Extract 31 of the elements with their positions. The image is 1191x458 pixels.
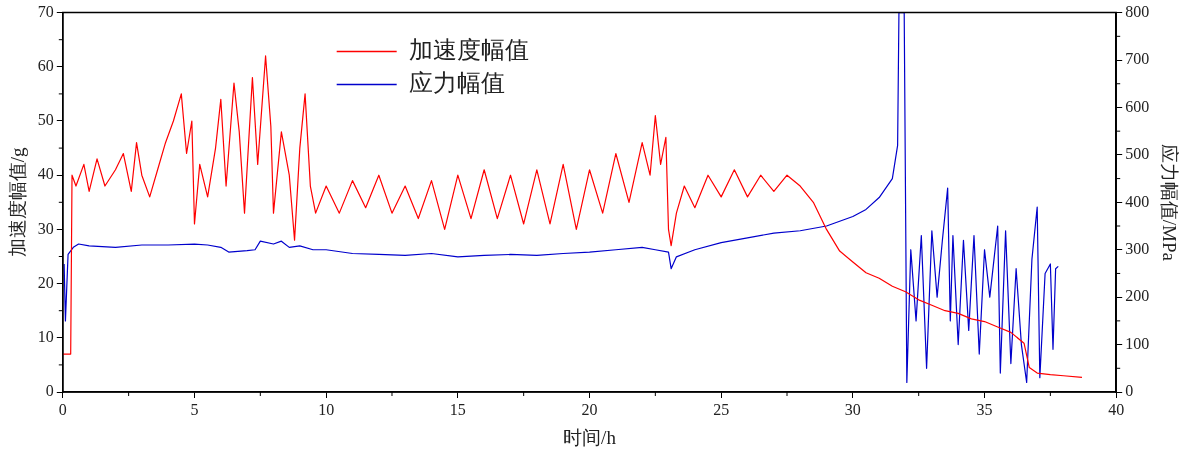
x-tick-label: 25 (713, 400, 730, 418)
y2-tick-label: 200 (1125, 287, 1150, 305)
y-tick-label: 50 (37, 111, 54, 129)
y-tick-label: 70 (37, 2, 54, 20)
legend-label: 应力幅值 (408, 69, 505, 96)
x-axis-title: 时间/h (563, 426, 617, 448)
x-tick-label: 5 (190, 400, 199, 418)
x-tick-label: 30 (844, 400, 861, 418)
x-tick-label: 35 (976, 400, 993, 418)
y2-tick-label: 100 (1125, 334, 1150, 352)
y2-tick-label: 0 (1125, 382, 1134, 400)
y2-tick-label: 700 (1125, 50, 1150, 68)
y-tick-label: 10 (37, 328, 54, 345)
x-tick-label: 20 (581, 400, 598, 418)
y-tick-label: 0 (45, 382, 54, 400)
y2-tick-label: 600 (1125, 97, 1150, 115)
x-tick-label: 15 (449, 400, 466, 418)
y-tick-label: 20 (37, 273, 54, 291)
x-tick-label: 10 (318, 400, 335, 418)
x-tick-label: 0 (58, 400, 67, 418)
y2-tick-label: 500 (1125, 145, 1150, 163)
y2-tick-label: 300 (1125, 239, 1150, 257)
y-axis-title: 加速度幅值/g (7, 146, 29, 258)
x-tick-label: 40 (1108, 400, 1125, 418)
y-tick-label: 60 (37, 57, 54, 74)
y2-tick-label: 800 (1125, 2, 1150, 20)
legend-label: 加速度幅值 (408, 36, 529, 63)
y-tick-label: 40 (37, 165, 54, 183)
y2-tick-label: 400 (1125, 192, 1150, 210)
y-tick-label: 30 (37, 219, 54, 237)
y2-axis-title: 应力幅值/MPa (1158, 143, 1180, 262)
